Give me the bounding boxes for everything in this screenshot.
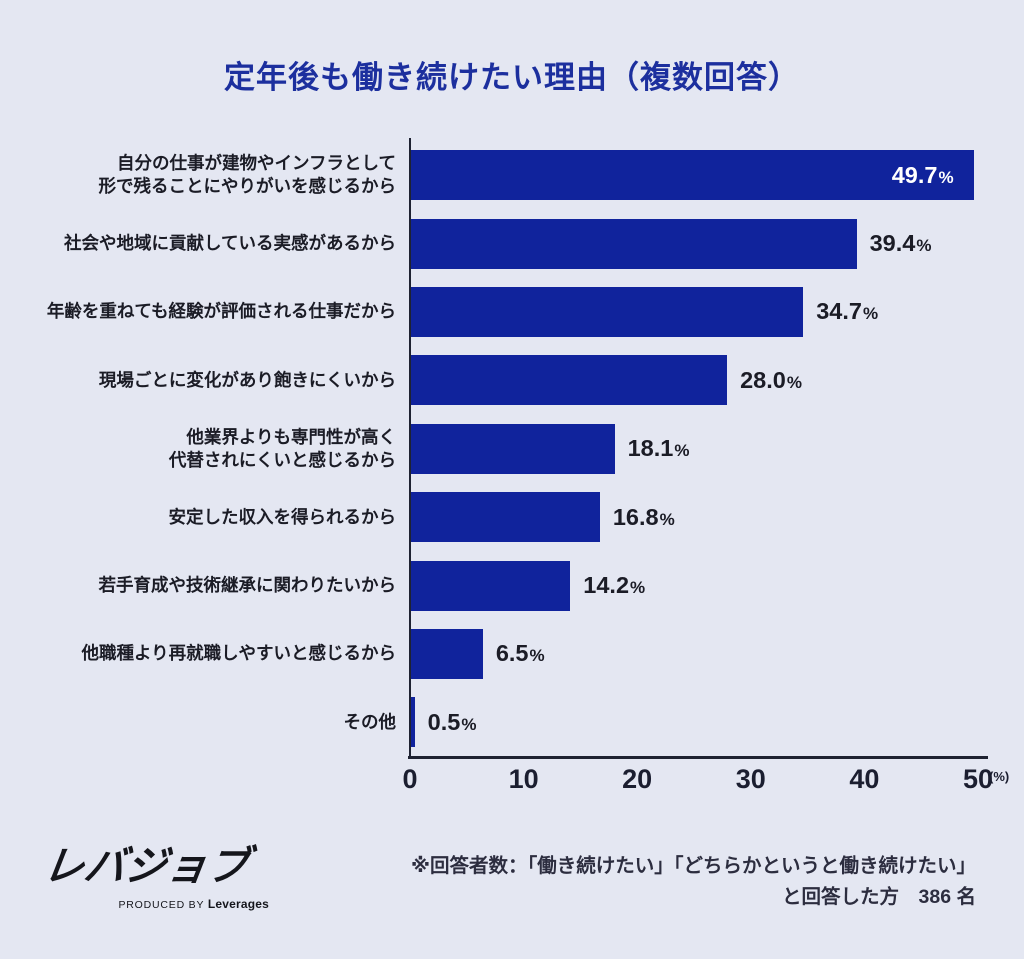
bar-area: 34.7% bbox=[409, 278, 1024, 346]
respondents-note-line1: ※回答者数：「働き続けたい」「どちらかというと働き続けたい」 bbox=[411, 855, 976, 877]
value-label: 28.0% bbox=[740, 366, 802, 393]
bar-row: 若手育成や技術継承に関わりたいから 14.2% bbox=[0, 551, 1024, 619]
category-label: その他 bbox=[343, 711, 397, 732]
bar bbox=[409, 218, 857, 269]
x-axis-line bbox=[408, 756, 988, 759]
bar-row: 年齢を重ねても経験が評価される仕事だから 34.7% bbox=[0, 278, 1024, 346]
bar bbox=[409, 697, 415, 748]
bar bbox=[409, 628, 483, 679]
bar bbox=[409, 355, 728, 406]
category-label: 年齢を重ねても経験が評価される仕事だから bbox=[46, 301, 396, 322]
respondents-note: ※回答者数：「働き続けたい」「どちらかというと働き続けたい」 と回答した方 38… bbox=[411, 851, 976, 913]
bar-row: 安定した収入を得られるから 16.8% bbox=[0, 483, 1024, 551]
bar bbox=[409, 560, 571, 611]
value-label: 0.5% bbox=[427, 708, 477, 735]
bar bbox=[409, 492, 600, 543]
bar-area: 6.5% bbox=[409, 620, 1024, 688]
bar-row: 他職種より再就職しやすいと感じるから 6.5% bbox=[0, 620, 1024, 688]
bar-area: 39.4% bbox=[409, 209, 1024, 277]
bar-row: 自分の仕事が建物やインフラとして 形で残ることにやりがいを感じるから 49.7% bbox=[0, 141, 1024, 209]
company-name-label: Leverages bbox=[207, 897, 269, 911]
bar-area: 18.1% bbox=[409, 415, 1024, 483]
x-tick-label: 30 bbox=[735, 764, 766, 794]
bar-row: その他 0.5% bbox=[0, 688, 1024, 756]
category-label: 現場ごとに変化があり飽きにくいから bbox=[98, 369, 396, 390]
x-axis-ticks: 0 10 20 30 40 50 bbox=[402, 764, 993, 798]
bar-area: 0.5% bbox=[409, 688, 1024, 756]
value-label: 14.2% bbox=[583, 572, 646, 599]
value-label: 39.4% bbox=[869, 230, 932, 257]
brand-logo: レバジョブ PRODUCED BY Leverages bbox=[40, 832, 269, 911]
bar-row: 現場ごとに変化があり飽きにくいから 28.0% bbox=[0, 346, 1024, 414]
bar-row: 社会や地域に貢献している実感があるから 39.4% bbox=[0, 209, 1024, 277]
x-tick-label: 40 bbox=[849, 764, 880, 794]
category-label: 他職種より再就職しやすいと感じるから bbox=[81, 643, 396, 664]
bar-rows: 自分の仕事が建物やインフラとして 形で残ることにやりがいを感じるから 49.7%… bbox=[0, 141, 1024, 757]
bar-area: 14.2% bbox=[409, 551, 1024, 619]
bar bbox=[409, 286, 804, 337]
y-axis-line bbox=[409, 138, 411, 758]
x-tick-label: 20 bbox=[622, 764, 653, 794]
produced-by-label: PRODUCED BY bbox=[118, 899, 208, 911]
value-label-inside: 49.7% bbox=[891, 161, 954, 188]
bar: 49.7% bbox=[409, 150, 974, 201]
chart-title: 定年後も働き続けたい理由（複数回答） bbox=[224, 60, 800, 95]
category-label: 安定した収入を得られるから bbox=[168, 506, 397, 527]
value-label: 34.7% bbox=[816, 298, 879, 325]
x-tick-label: 0 bbox=[402, 764, 418, 794]
x-tick-label: 10 bbox=[508, 764, 539, 794]
brand-logo-text: レバジョブ bbox=[40, 843, 252, 889]
value-label: 6.5% bbox=[495, 640, 545, 667]
brand-logo-subtext: PRODUCED BY Leverages bbox=[44, 897, 269, 911]
bar bbox=[409, 423, 615, 474]
bar-area: 28.0% bbox=[409, 346, 1024, 414]
value-label: 18.1% bbox=[627, 435, 690, 462]
bar-area: 49.7% bbox=[409, 141, 1024, 209]
x-axis-unit-label: (%) bbox=[989, 769, 1010, 784]
category-label: 他業界よりも専門性が高く 代替されにくいと感じるから bbox=[168, 426, 396, 470]
bar-row: 他業界よりも専門性が高く 代替されにくいと感じるから 18.1% bbox=[0, 415, 1024, 483]
category-label: 若手育成や技術継承に関わりたいから bbox=[98, 574, 397, 595]
category-label: 自分の仕事が建物やインフラとして 形で残ることにやりがいを感じるから bbox=[98, 153, 397, 197]
value-label: 16.8% bbox=[612, 503, 675, 530]
bar-area: 16.8% bbox=[409, 483, 1024, 551]
category-label: 社会や地域に貢献している実感があるから bbox=[64, 233, 396, 254]
x-tick-label: 50 bbox=[962, 764, 994, 794]
respondents-note-line2: と回答した方 386 名 bbox=[782, 886, 976, 908]
